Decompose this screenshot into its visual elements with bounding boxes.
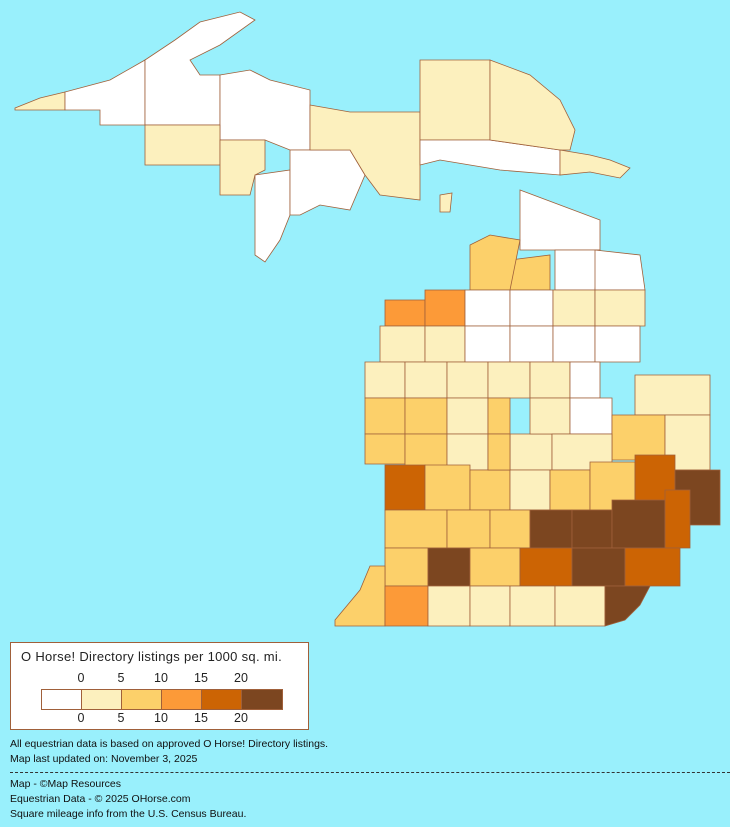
county-region [509,433,553,471]
county-region [664,489,691,549]
tick-label: 20 [234,671,248,685]
legend-swatch [82,690,122,709]
county-region [404,397,448,435]
county-region [519,547,573,587]
county-region [379,325,426,363]
county-region [509,469,551,511]
county-region [469,234,521,291]
county-region [424,325,466,363]
county-region [509,289,554,327]
county-region [384,299,426,327]
legend-swatch [42,690,82,709]
tick-label: 10 [154,671,168,685]
county-region [364,433,406,465]
county-region [487,361,531,399]
legend-swatch [122,690,162,709]
county-region [464,289,511,327]
county-region [624,547,681,587]
county-region [604,585,651,627]
county-region [571,509,613,549]
county-region [611,499,666,549]
county-region [384,547,429,587]
county-region [571,547,626,587]
county-region [254,169,291,263]
tick-label: 15 [194,711,208,725]
county-region [469,469,511,511]
legend-title: O Horse! Directory listings per 1000 sq.… [21,649,283,664]
census-credit: Square mileage info from the U.S. Census… [10,808,247,820]
legend-swatch [162,690,202,709]
legend-color-scale [41,689,283,710]
county-region [14,91,66,111]
county-region [446,509,491,549]
county-region [419,59,491,141]
county-region [384,464,426,511]
county-region [219,69,311,151]
county-region [427,585,471,627]
county-region [594,249,646,291]
county-region [439,192,453,213]
county-region [509,325,554,363]
legend-swatch [202,690,242,709]
county-region [552,325,596,363]
county-region [569,361,601,399]
county-region [309,104,421,201]
county-region [489,59,576,151]
map-credit: Map - ©Map Resources [10,778,122,790]
tick-label: 5 [117,671,125,685]
county-region [446,361,489,399]
county-region [487,433,511,471]
tick-label: 10 [154,711,168,725]
county-region [594,289,646,327]
county-region [404,361,448,399]
county-region [559,149,631,179]
county-region [427,547,471,587]
county-region [554,249,601,291]
county-region [364,361,406,399]
county-region [594,325,641,363]
data-credit: Equestrian Data - © 2025 OHorse.com [10,793,191,805]
divider [10,772,730,773]
county-region [634,374,711,416]
legend: O Horse! Directory listings per 1000 sq.… [10,642,309,730]
tick-label: 0 [77,671,85,685]
tick-label: 5 [117,711,125,725]
tick-label: 20 [234,711,248,725]
tick-label: 15 [194,671,208,685]
county-region [384,509,448,549]
county-region [509,585,556,627]
county-region [64,59,146,126]
legend-swatch [242,690,282,709]
data-note: All equestrian data is based on approved… [10,738,329,750]
update-note: Map last updated on: November 3, 2025 [10,753,198,765]
county-region [519,189,601,251]
county-region [469,547,521,587]
county-region [529,361,571,399]
michigan-county-map [14,11,721,627]
legend-ticks-bottom: 0 5 10 15 20 [11,711,308,725]
county-region [364,397,406,435]
county-region [469,585,511,627]
county-region [611,414,666,461]
county-region [334,565,386,627]
county-region [529,509,573,549]
county-region [289,149,366,216]
county-region [487,397,511,435]
county-region [489,509,531,549]
county-region [569,397,613,435]
county-region [552,289,596,327]
county-region [549,469,591,511]
county-region [446,397,489,435]
tick-label: 0 [77,711,85,725]
county-region [384,585,429,627]
county-region [464,325,511,363]
county-region [529,397,571,435]
county-region [424,289,466,327]
county-region [554,585,606,627]
county-region [144,124,221,166]
county-region [424,464,471,511]
legend-ticks-top: 0 5 10 15 20 [11,671,308,685]
